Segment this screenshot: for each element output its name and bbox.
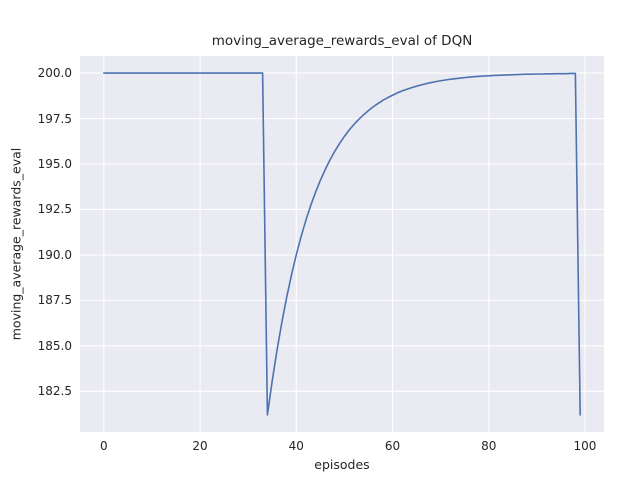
y-tick-label: 190.0 xyxy=(37,247,72,262)
y-axis-label: moving_average_rewards_eval xyxy=(8,147,24,341)
y-tick-label: 185.0 xyxy=(37,338,72,353)
y-tick-label: 187.5 xyxy=(37,293,72,308)
line-series xyxy=(103,72,581,416)
x-tick-label: 40 xyxy=(288,439,304,453)
plot-area xyxy=(80,56,604,432)
x-axis-label: episodes xyxy=(314,457,370,472)
y-tick-label: 197.5 xyxy=(37,111,72,126)
x-tick-label: 60 xyxy=(384,439,401,453)
y-tick-label: 200.0 xyxy=(37,66,72,81)
y-tick-label: 192.5 xyxy=(37,202,72,217)
x-tick-label: 80 xyxy=(481,439,497,453)
x-tick-label: 20 xyxy=(192,439,208,453)
x-tick-label: 100 xyxy=(573,439,597,453)
x-tick-label: 0 xyxy=(99,439,108,453)
y-tick-label: 195.0 xyxy=(37,157,72,171)
y-tick-label: 182.5 xyxy=(37,384,72,399)
chart-title: moving_average_rewards_eval of DQN xyxy=(211,33,473,49)
